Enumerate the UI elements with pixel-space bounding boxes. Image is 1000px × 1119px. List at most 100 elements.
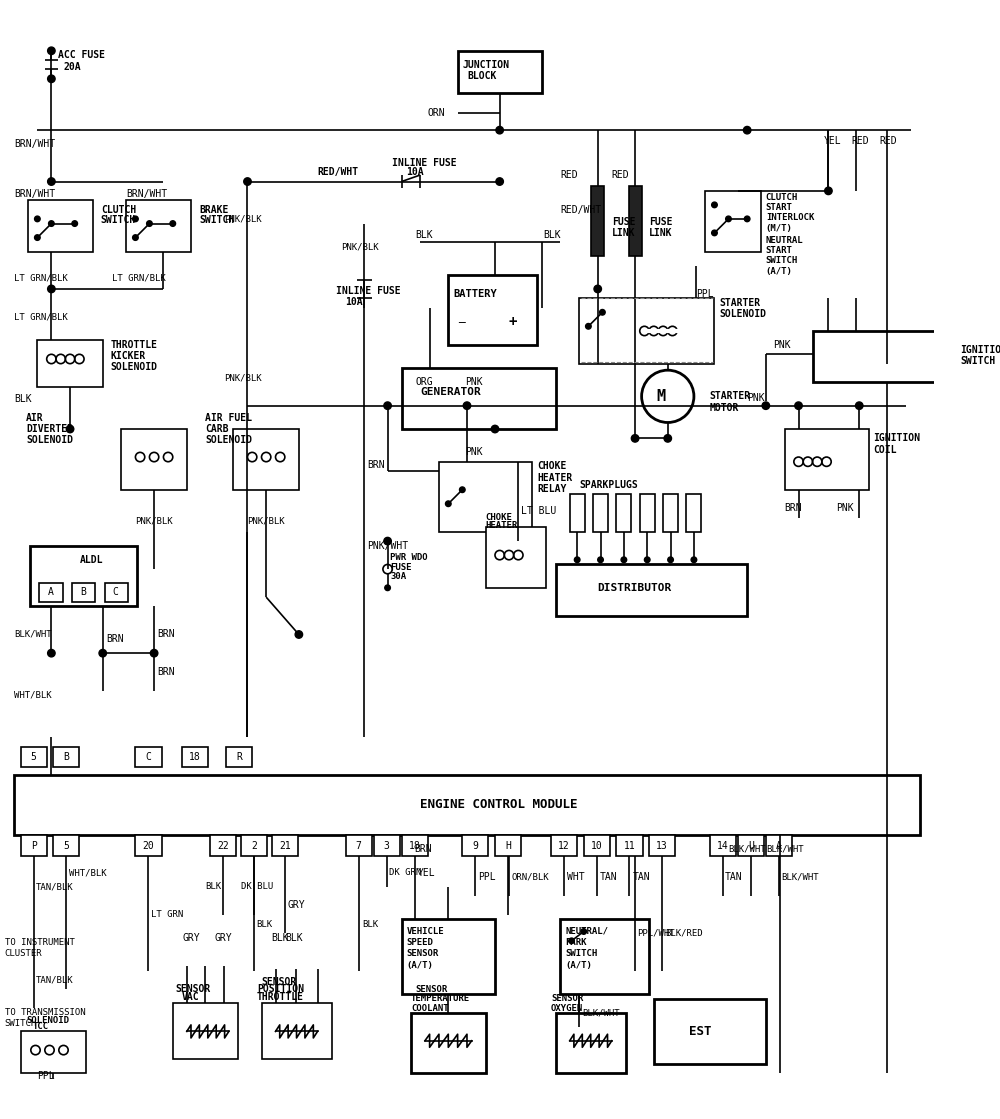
Bar	[72, 583, 95, 602]
Text: SOLENOID: SOLENOID	[26, 1016, 69, 1025]
Text: PWR WDO: PWR WDO	[390, 554, 428, 563]
Bar	[593, 495, 608, 532]
Text: LT GRN: LT GRN	[151, 910, 184, 919]
Text: TO INSTRUMENT: TO INSTRUMENT	[5, 938, 75, 947]
Text: THROTTLE: THROTTLE	[257, 991, 304, 1002]
Circle shape	[795, 402, 802, 410]
Text: BLK/WHT: BLK/WHT	[728, 845, 766, 854]
Circle shape	[384, 537, 391, 545]
Text: B: B	[63, 752, 69, 762]
Circle shape	[576, 1024, 582, 1029]
Circle shape	[631, 434, 639, 442]
Text: IGNITION: IGNITION	[873, 433, 920, 443]
Text: BLK: BLK	[362, 920, 378, 929]
Text: STARTER: STARTER	[719, 298, 760, 308]
Circle shape	[644, 557, 650, 563]
Text: WHT: WHT	[567, 873, 585, 882]
Text: 5: 5	[63, 840, 69, 850]
Circle shape	[491, 425, 499, 433]
Bar	[785, 429, 869, 490]
Bar	[173, 1004, 238, 1060]
Text: LT GRN/BLK: LT GRN/BLK	[14, 312, 68, 321]
Text: BLK: BLK	[271, 933, 288, 943]
Text: BLK/WHT: BLK/WHT	[582, 1008, 619, 1017]
Text: RED/WHT: RED/WHT	[560, 205, 601, 215]
Bar	[813, 331, 953, 383]
Bar	[649, 835, 675, 856]
Bar	[21, 835, 47, 856]
Text: MOTOR: MOTOR	[710, 403, 739, 413]
Text: A: A	[47, 587, 53, 598]
Bar	[21, 1032, 86, 1073]
Text: GRY: GRY	[288, 901, 305, 911]
Circle shape	[147, 220, 152, 226]
Bar	[28, 200, 93, 252]
Circle shape	[385, 585, 390, 591]
Text: FUSE: FUSE	[612, 217, 635, 227]
Bar	[39, 583, 63, 602]
Text: (A/T): (A/T)	[766, 266, 793, 275]
Text: A: A	[776, 840, 782, 850]
Bar	[105, 583, 128, 602]
Circle shape	[48, 649, 55, 657]
Circle shape	[574, 557, 580, 563]
Circle shape	[598, 557, 603, 563]
Text: VEHICLE: VEHICLE	[406, 927, 444, 935]
Bar	[182, 746, 208, 768]
Text: CLUSTER: CLUSTER	[5, 949, 42, 958]
Text: AIR: AIR	[26, 413, 44, 423]
Circle shape	[496, 178, 503, 186]
Circle shape	[691, 557, 697, 563]
Bar	[663, 495, 678, 532]
Text: SENSOR: SENSOR	[551, 994, 583, 1004]
Bar	[710, 835, 736, 856]
Circle shape	[48, 47, 55, 55]
Bar	[560, 920, 649, 994]
Circle shape	[244, 178, 251, 186]
Text: CARB: CARB	[205, 424, 229, 434]
Bar	[462, 835, 488, 856]
Bar	[616, 835, 643, 856]
Text: DISTRIBUTOR: DISTRIBUTOR	[598, 583, 672, 593]
Circle shape	[463, 402, 471, 410]
Text: RED: RED	[880, 137, 897, 147]
Bar	[495, 835, 521, 856]
Bar	[411, 1013, 486, 1073]
Text: B: B	[80, 587, 86, 598]
Text: BRN/WHT: BRN/WHT	[14, 189, 55, 199]
Circle shape	[384, 402, 391, 410]
Text: SENSOR: SENSOR	[406, 949, 439, 958]
Circle shape	[621, 557, 627, 563]
Text: DK BLU: DK BLU	[241, 882, 273, 891]
Text: PNK: PNK	[465, 377, 483, 387]
Text: PPL/WHT: PPL/WHT	[637, 929, 675, 938]
Text: (A/T): (A/T)	[406, 960, 433, 969]
Bar	[584, 835, 610, 856]
Bar	[551, 835, 577, 856]
Bar	[486, 527, 546, 587]
Text: YEL: YEL	[417, 867, 435, 877]
Text: DIVERTER: DIVERTER	[26, 424, 73, 434]
Circle shape	[48, 75, 55, 83]
Bar	[556, 564, 747, 615]
Text: BRN: BRN	[415, 845, 432, 854]
Text: BLK/RED: BLK/RED	[665, 929, 703, 938]
Text: +: +	[509, 314, 517, 329]
Text: GRY: GRY	[182, 933, 200, 943]
Text: BLK/WHT: BLK/WHT	[782, 873, 819, 882]
Text: 11: 11	[624, 840, 635, 850]
Text: U: U	[748, 840, 754, 850]
Circle shape	[825, 187, 832, 195]
Text: PPL: PPL	[696, 289, 713, 299]
Text: RED: RED	[852, 137, 869, 147]
Bar	[766, 835, 792, 856]
Bar	[439, 462, 532, 532]
Bar	[262, 1004, 332, 1060]
Text: NEUTRAL/: NEUTRAL/	[565, 927, 608, 935]
Text: 10: 10	[591, 840, 603, 850]
Bar	[448, 275, 537, 345]
Circle shape	[35, 216, 40, 222]
Text: SWITCH: SWITCH	[199, 215, 234, 225]
Text: SWITCH: SWITCH	[101, 215, 136, 225]
Text: HEATER: HEATER	[486, 520, 518, 529]
